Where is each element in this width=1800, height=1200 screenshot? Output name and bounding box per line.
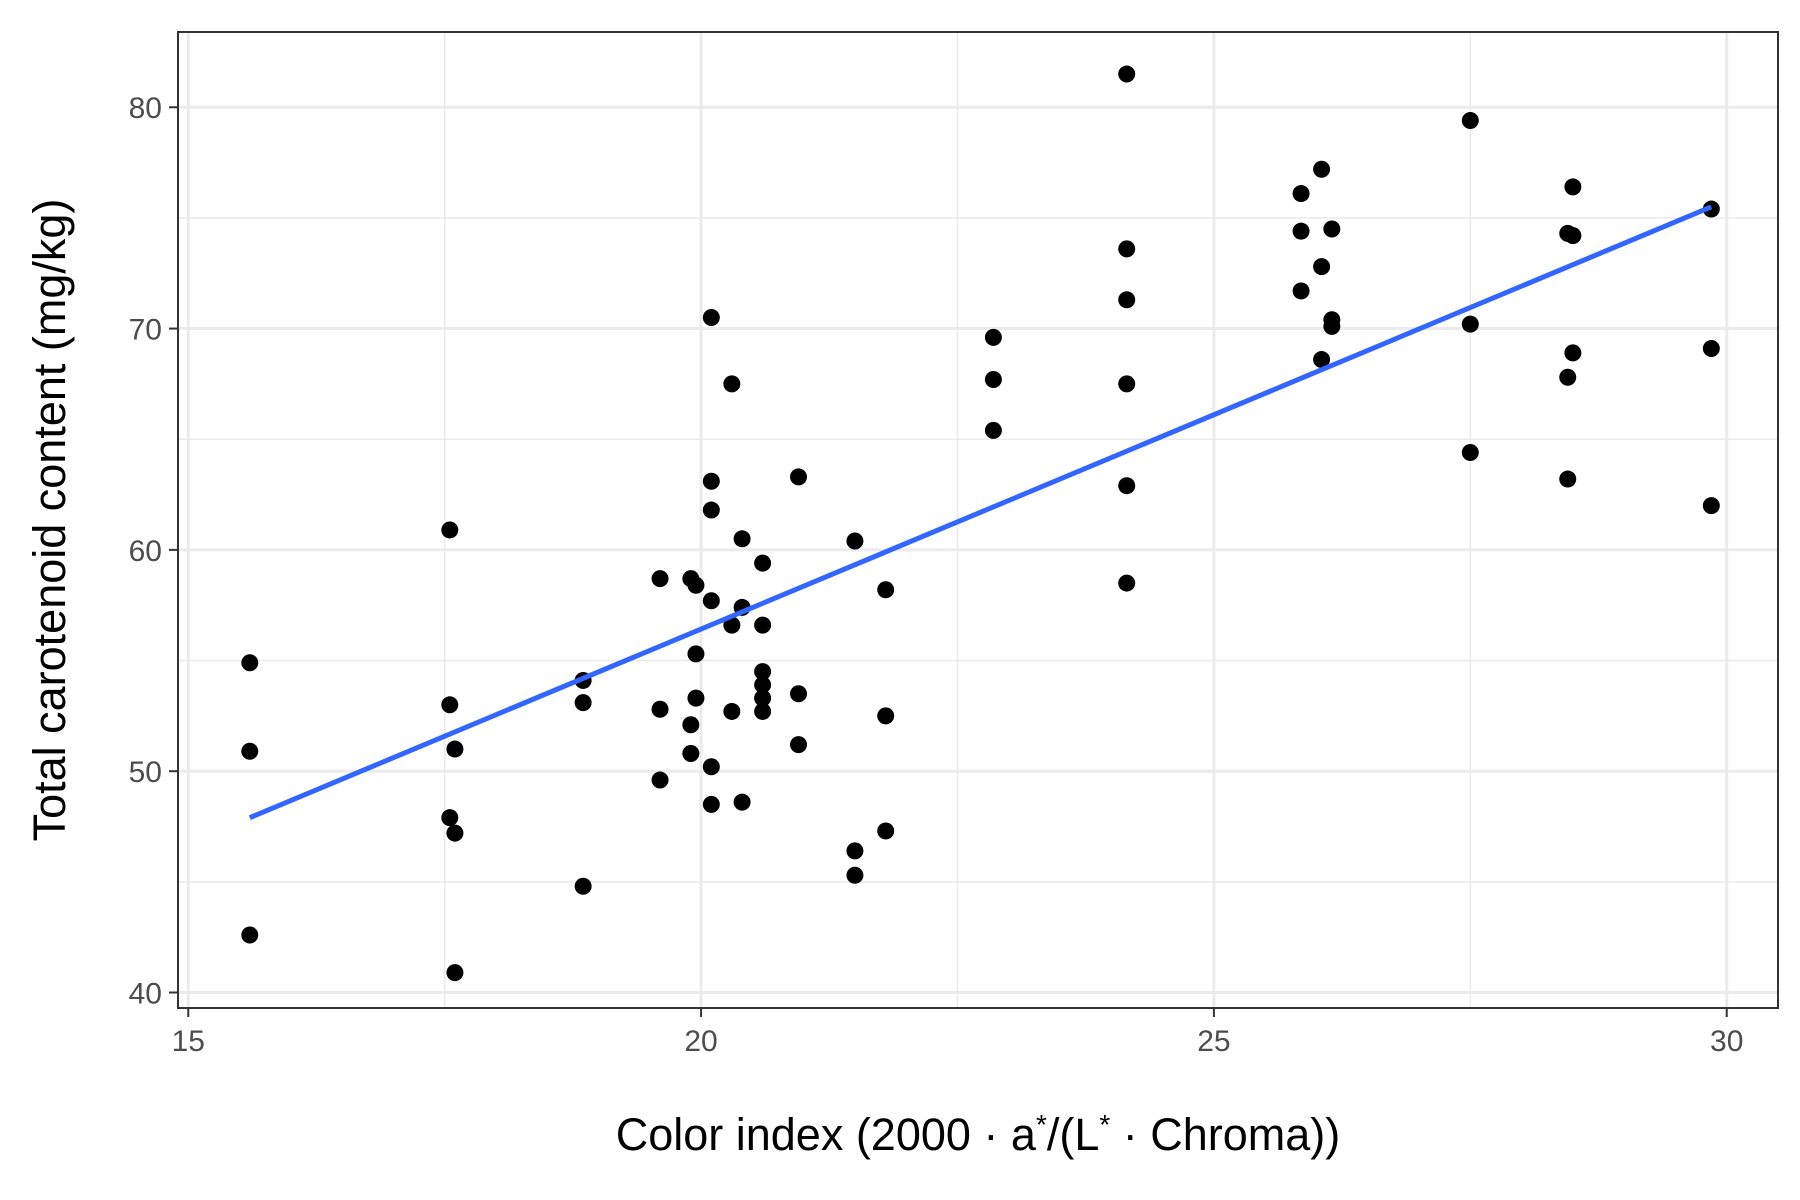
x-axis-title-suffix: · Chroma)) xyxy=(1110,1109,1340,1160)
panel-border xyxy=(177,31,1779,1009)
data-point xyxy=(790,468,808,486)
data-point xyxy=(1559,368,1577,386)
y-axis: 40 50 60 70 80 xyxy=(129,92,178,1011)
data-point xyxy=(1559,470,1577,488)
data-point xyxy=(877,581,895,599)
data-point xyxy=(733,530,751,548)
data-point xyxy=(754,554,772,572)
data-point xyxy=(1118,375,1136,393)
data-point xyxy=(754,663,772,681)
data-point xyxy=(651,771,669,789)
data-point xyxy=(1564,227,1582,245)
data-point xyxy=(446,740,464,758)
y-axis-title: Total carotenoid content (mg/kg) xyxy=(24,199,75,842)
data-point xyxy=(1118,65,1136,83)
x-tick-label: 30 xyxy=(1710,1025,1743,1058)
data-point xyxy=(446,824,464,842)
data-point xyxy=(1461,315,1479,333)
x-tick-label: 15 xyxy=(172,1025,205,1058)
data-point xyxy=(441,521,459,539)
data-point xyxy=(790,685,808,703)
data-point xyxy=(702,501,720,519)
data-point xyxy=(790,736,808,754)
data-point xyxy=(574,694,592,712)
data-point xyxy=(984,370,1002,388)
data-point xyxy=(754,676,772,694)
data-point xyxy=(1292,185,1310,203)
data-point xyxy=(702,308,720,326)
data-point xyxy=(1564,344,1582,362)
data-point xyxy=(754,616,772,634)
data-point xyxy=(241,926,259,944)
data-point xyxy=(1118,240,1136,258)
data-point xyxy=(984,328,1002,346)
data-point xyxy=(1118,574,1136,592)
plot-panel xyxy=(177,31,1779,1009)
y-tick-label: 60 xyxy=(129,535,162,568)
data-point xyxy=(702,795,720,813)
data-point xyxy=(651,570,669,588)
x-axis-title-middle: /(L xyxy=(1047,1109,1100,1160)
data-point xyxy=(1461,112,1479,130)
x-tick-label: 25 xyxy=(1197,1025,1230,1058)
data-point xyxy=(1323,220,1341,238)
data-point xyxy=(754,689,772,707)
data-point xyxy=(687,689,705,707)
data-point xyxy=(702,592,720,610)
data-point xyxy=(446,964,464,982)
y-tick-label: 40 xyxy=(129,978,162,1011)
data-point xyxy=(754,702,772,720)
data-point xyxy=(1313,258,1331,276)
panel-background xyxy=(178,32,1778,1008)
data-point xyxy=(241,654,259,672)
data-point xyxy=(1702,339,1720,357)
data-point xyxy=(723,375,741,393)
data-point xyxy=(846,866,864,884)
x-tick-label: 20 xyxy=(684,1025,717,1058)
data-point xyxy=(1118,477,1136,495)
data-point xyxy=(877,707,895,725)
x-axis: 15 20 25 30 xyxy=(172,1008,1743,1058)
data-point xyxy=(846,532,864,550)
data-point xyxy=(441,696,459,714)
data-point xyxy=(574,877,592,895)
x-axis-title-prefix: Color index (2000 · a xyxy=(616,1109,1037,1160)
data-point xyxy=(1323,317,1341,335)
data-point xyxy=(1118,291,1136,309)
data-point xyxy=(1564,178,1582,196)
data-point xyxy=(441,809,459,827)
data-point xyxy=(723,702,741,720)
data-points xyxy=(241,65,1720,982)
data-point xyxy=(687,645,705,663)
x-axis-title-superscript-l: * xyxy=(1099,1109,1110,1140)
data-point xyxy=(1313,160,1331,178)
data-point xyxy=(1292,282,1310,300)
data-point xyxy=(241,742,259,760)
y-tick-label: 50 xyxy=(129,756,162,789)
y-tick-label: 70 xyxy=(129,314,162,347)
data-point xyxy=(733,793,751,811)
data-point xyxy=(682,744,700,762)
data-point xyxy=(1313,351,1331,369)
data-point xyxy=(682,716,700,734)
data-point xyxy=(984,421,1002,439)
data-point xyxy=(702,758,720,776)
data-point xyxy=(687,576,705,594)
data-point xyxy=(723,616,741,634)
y-tick-label: 80 xyxy=(129,92,162,125)
data-point xyxy=(1702,497,1720,515)
data-point xyxy=(651,700,669,718)
data-point xyxy=(877,822,895,840)
data-point xyxy=(846,842,864,860)
x-axis-title-superscript-a: * xyxy=(1036,1109,1047,1140)
x-axis-title: Color index (2000 · a*/(L* · Chroma)) xyxy=(616,1109,1341,1160)
major-gridlines xyxy=(178,32,1778,1008)
data-point xyxy=(1461,443,1479,461)
regression-line xyxy=(248,204,1713,820)
data-point xyxy=(1292,222,1310,240)
data-point xyxy=(702,472,720,490)
